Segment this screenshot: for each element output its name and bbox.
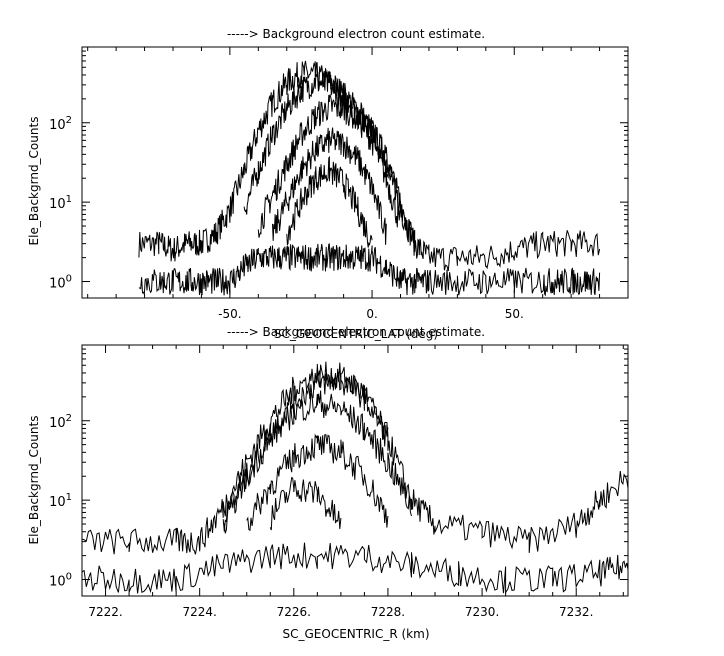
x-tick-label: 7230. <box>465 605 499 619</box>
x-tick-label: 7226. <box>277 605 311 619</box>
chart-bottom-x-ticks: 7222. 7224. 7226. 7228. 7230. 7232. <box>81 345 624 619</box>
y-tick-label: 100 <box>49 274 72 292</box>
chart-top-x-ticks: -50. 0. 50. <box>87 47 629 321</box>
x-tick-label: 7224. <box>182 605 216 619</box>
x-tick-label: 0. <box>366 307 377 321</box>
chart-bottom-series-5-line <box>81 542 629 595</box>
x-tick-label: 50. <box>505 307 524 321</box>
x-tick-label: -50. <box>218 307 241 321</box>
chart-top-series-4-line <box>286 155 373 248</box>
x-tick-label: 7228. <box>371 605 405 619</box>
chart-bottom-series-4-line <box>269 476 342 531</box>
y-tick-label: 102 <box>49 115 72 133</box>
chart-bottom-series-3-line <box>246 433 389 531</box>
chart-top-series-5-line <box>138 243 601 297</box>
chart-top-title: -----> Background electron count estimat… <box>227 27 485 41</box>
x-tick-label: 7222. <box>88 605 122 619</box>
chart-bottom: 7222. 7224. 7226. 7228. 7230. 7232. 100 101 102… <box>27 325 629 641</box>
y-tick-label: 100 <box>49 572 72 590</box>
y-tick-label: 101 <box>49 492 72 510</box>
chart-top-series-2-line <box>257 93 401 238</box>
chart-bottom-x-axis-label: SC_GEOCENTRIC_R (km) <box>283 627 430 641</box>
chart-bottom-y-axis-label: Ele_Backgrnd_Counts <box>27 416 41 545</box>
y-tick-label: 102 <box>49 413 72 431</box>
chart-bottom-y-ticks: 100 101 102 <box>49 344 628 590</box>
chart-top-series-1-line <box>243 70 416 248</box>
chart-top: -----> Background electron count estimat… <box>27 27 629 341</box>
chart-bottom-series-1-line <box>222 370 389 534</box>
chart-top-series <box>138 60 601 297</box>
chart-top-y-ticks: 100 101 102 <box>49 46 628 292</box>
chart-top-x-axis-label: SC_GEOCENTRIC_LAT (deg) <box>274 327 438 341</box>
chart-bottom-series <box>81 361 629 595</box>
chart-bottom-title: -----> Background electron count estimat… <box>227 325 485 339</box>
chart-top-series-3-line <box>272 127 387 245</box>
chart-top-y-axis-label: Ele_Backgrnd_Counts <box>27 117 41 246</box>
chart-bottom-series-2-line <box>222 390 412 532</box>
y-tick-label: 101 <box>49 194 72 212</box>
chart-bottom-series-0-line <box>81 361 629 555</box>
x-tick-label: 7232. <box>559 605 593 619</box>
